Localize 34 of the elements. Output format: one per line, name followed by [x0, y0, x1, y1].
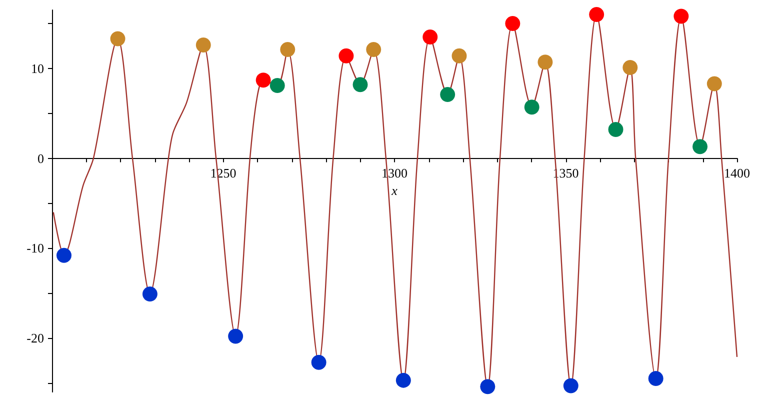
- point: [440, 86, 456, 102]
- y-tick-label: 10: [31, 60, 44, 76]
- point: [270, 78, 285, 93]
- point: [505, 16, 520, 31]
- point: [280, 42, 296, 58]
- point: [396, 372, 411, 388]
- point: [622, 60, 638, 76]
- x-axis-title: x: [390, 183, 398, 198]
- point: [480, 379, 496, 394]
- point: [608, 122, 624, 138]
- point: [674, 8, 689, 24]
- point: [366, 42, 382, 58]
- x-tick-label: 1400: [724, 165, 750, 180]
- point: [311, 354, 326, 370]
- point: [452, 48, 467, 64]
- point: [563, 378, 578, 394]
- y-tick-label: -20: [26, 330, 44, 346]
- point: [352, 77, 368, 92]
- point: [196, 38, 211, 53]
- y-tick-label: -10: [26, 240, 44, 256]
- point: [110, 31, 126, 46]
- point: [228, 328, 244, 344]
- point: [422, 29, 438, 44]
- point: [648, 371, 664, 386]
- point: [706, 76, 722, 92]
- point: [56, 248, 72, 263]
- point: [692, 139, 708, 154]
- point: [338, 48, 354, 64]
- point: [142, 286, 158, 302]
- point: [524, 100, 540, 115]
- point: [256, 72, 271, 88]
- y-tick-label: 0: [38, 150, 44, 166]
- point: [589, 7, 604, 22]
- point: [538, 54, 553, 70]
